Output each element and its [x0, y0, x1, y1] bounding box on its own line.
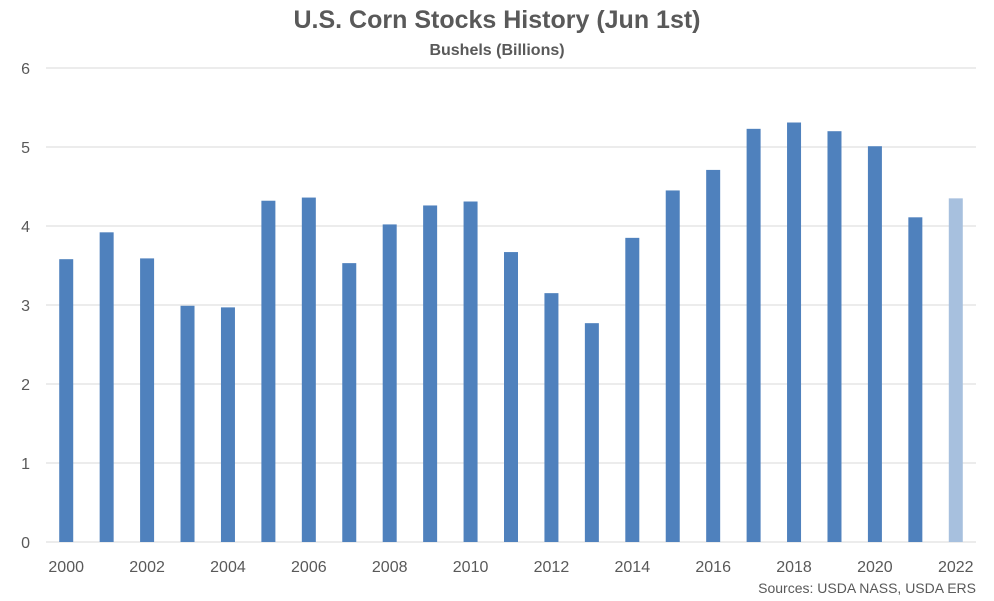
bar-2020: [867, 146, 882, 542]
bar-2004: [220, 307, 235, 542]
x-tick-label: 2008: [372, 559, 408, 576]
x-tick-label: 2006: [291, 559, 327, 576]
chart-subtitle: Bushels (Billions): [429, 42, 565, 59]
x-tick-label: 2014: [615, 559, 651, 576]
x-tick-label: 2000: [48, 559, 84, 576]
y-tick-label: 1: [21, 456, 30, 473]
bar-2018: [787, 122, 802, 542]
y-tick-label: 4: [21, 219, 30, 236]
bar-2008: [382, 224, 397, 543]
x-tick-label: 2004: [210, 559, 246, 576]
x-tick-label: 2012: [534, 559, 570, 576]
bar-2022: [948, 198, 963, 542]
bar-2005: [261, 200, 276, 542]
bar-2007: [342, 263, 357, 542]
y-tick-label: 3: [21, 298, 30, 315]
x-tick-label: 2002: [129, 559, 165, 576]
bar-2015: [665, 190, 680, 542]
bar-2003: [180, 305, 195, 542]
bar-2009: [423, 205, 438, 542]
bar-2010: [463, 201, 478, 542]
bar-2019: [827, 131, 842, 542]
bar-2013: [584, 323, 599, 542]
source-note: Sources: USDA NASS, USDA ERS: [758, 580, 976, 596]
chart-title: U.S. Corn Stocks History (Jun 1st): [293, 6, 701, 34]
bar-2012: [544, 293, 559, 542]
y-tick-label: 5: [21, 140, 30, 157]
y-tick-label: 6: [21, 61, 30, 78]
bar-2017: [746, 128, 761, 542]
y-tick-label: 2: [21, 377, 30, 394]
bar-2014: [625, 237, 640, 542]
x-tick-label: 2016: [695, 559, 731, 576]
bar-2000: [59, 259, 74, 542]
bar-2006: [301, 197, 316, 542]
bar-2021: [908, 217, 923, 542]
bar-2002: [140, 258, 155, 542]
bar-2001: [99, 232, 114, 542]
x-tick-label: 2018: [776, 559, 812, 576]
bar-2011: [504, 252, 518, 542]
x-tick-label: 2020: [857, 559, 893, 576]
y-tick-label: 0: [21, 535, 30, 552]
x-tick-label: 2022: [938, 559, 974, 576]
x-tick-label: 2010: [453, 559, 489, 576]
bar-2016: [706, 169, 721, 542]
